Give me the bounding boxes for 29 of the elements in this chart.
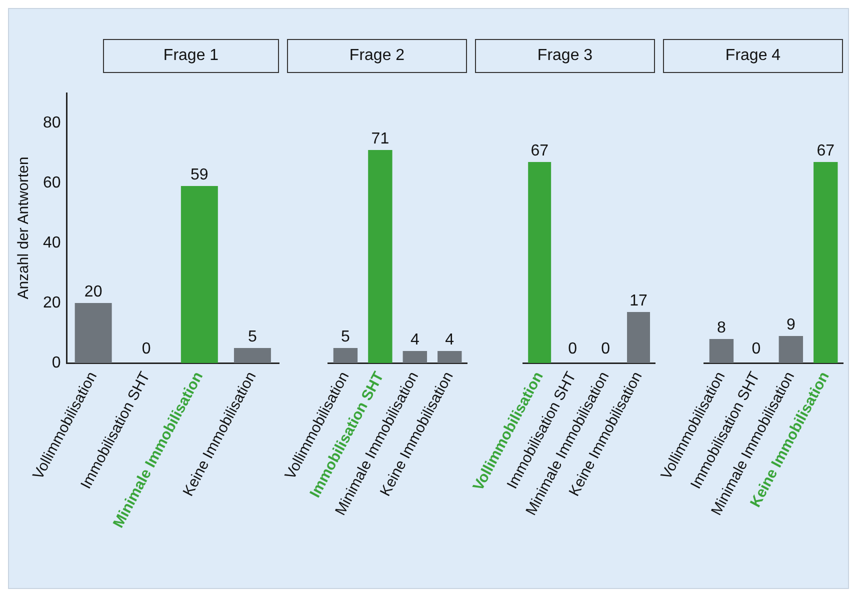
chart-title: Frage 3 bbox=[475, 39, 655, 73]
chart-title: Frage 1 bbox=[103, 39, 279, 73]
y-tick-label: 0 bbox=[52, 354, 61, 372]
bar bbox=[180, 186, 218, 363]
data-label: 0 bbox=[568, 340, 578, 358]
data-label: 5 bbox=[341, 328, 350, 346]
data-label: 8 bbox=[717, 319, 726, 336]
data-label: 71 bbox=[371, 130, 390, 148]
data-label: 17 bbox=[630, 292, 648, 310]
chart-title: Frage 2 bbox=[287, 39, 467, 73]
data-label: 59 bbox=[190, 166, 208, 184]
data-label: 4 bbox=[445, 331, 454, 348]
data-label: 0 bbox=[142, 340, 151, 358]
y-axis-title: Anzahl der Antworten bbox=[15, 156, 32, 300]
data-label: 67 bbox=[530, 142, 549, 160]
chart-title: Frage 4 bbox=[663, 39, 843, 73]
data-label: 0 bbox=[752, 340, 761, 358]
bar bbox=[74, 303, 112, 363]
data-label: 0 bbox=[601, 340, 610, 358]
bar bbox=[234, 348, 271, 363]
y-tick-label: 20 bbox=[43, 294, 61, 312]
data-label: 4 bbox=[410, 331, 420, 348]
y-tick-label: 40 bbox=[43, 234, 61, 252]
data-label: 67 bbox=[816, 142, 835, 160]
data-label: 5 bbox=[248, 328, 258, 346]
data-label: 20 bbox=[84, 283, 102, 300]
y-tick-label: 80 bbox=[43, 114, 61, 132]
y-tick-label: 60 bbox=[43, 174, 61, 192]
data-label: 9 bbox=[786, 316, 796, 334]
